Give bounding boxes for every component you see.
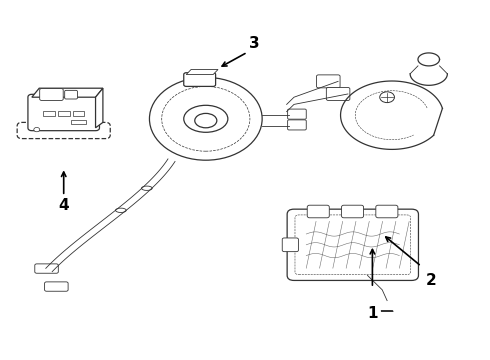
FancyBboxPatch shape (65, 90, 77, 99)
Text: 1: 1 (367, 306, 378, 321)
FancyBboxPatch shape (307, 205, 329, 218)
FancyBboxPatch shape (295, 215, 411, 275)
FancyBboxPatch shape (288, 120, 306, 130)
FancyBboxPatch shape (28, 94, 99, 131)
Polygon shape (32, 88, 103, 97)
Ellipse shape (116, 208, 126, 212)
Bar (43, 111, 55, 116)
FancyBboxPatch shape (376, 205, 398, 218)
Circle shape (162, 86, 250, 151)
FancyBboxPatch shape (326, 87, 350, 100)
Polygon shape (96, 88, 103, 128)
FancyBboxPatch shape (35, 264, 58, 273)
Polygon shape (186, 69, 218, 75)
Bar (73, 111, 84, 116)
Bar (71, 120, 86, 124)
FancyBboxPatch shape (184, 73, 216, 86)
FancyBboxPatch shape (282, 238, 298, 252)
Text: 3: 3 (249, 36, 260, 51)
FancyBboxPatch shape (40, 89, 63, 100)
FancyBboxPatch shape (317, 75, 340, 88)
Text: 2: 2 (426, 273, 437, 288)
Text: 4: 4 (58, 198, 69, 213)
FancyBboxPatch shape (17, 122, 110, 139)
Ellipse shape (195, 113, 217, 128)
Circle shape (34, 127, 40, 132)
Circle shape (149, 77, 262, 160)
Bar (58, 111, 70, 116)
Circle shape (380, 92, 394, 103)
Ellipse shape (142, 186, 152, 190)
FancyBboxPatch shape (342, 205, 364, 218)
Ellipse shape (184, 105, 228, 132)
FancyBboxPatch shape (45, 282, 68, 291)
FancyBboxPatch shape (288, 109, 306, 119)
FancyBboxPatch shape (287, 209, 418, 280)
